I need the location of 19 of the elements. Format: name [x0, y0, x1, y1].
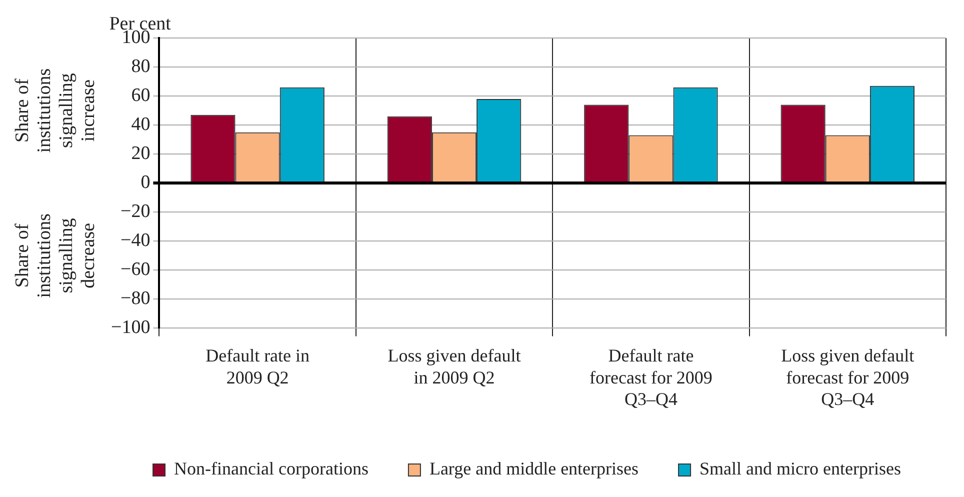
text: Share of institutions signalling increase — [12, 68, 99, 153]
y-tick-label: −100 — [110, 317, 150, 338]
x-tick-label: Loss given default in 2009 Q2 — [388, 346, 521, 388]
y-tick-label: −20 — [120, 201, 150, 222]
y-tick-label: 40 — [131, 114, 150, 136]
x-tick-label: Loss given default forecast for 2009 Q3–Q4 — [781, 346, 914, 409]
x-tick-label: Default rate forecast for 2009 Q3–Q4 — [589, 346, 712, 409]
y-tick-label: −40 — [120, 230, 150, 252]
x-tick-label: Default rate in 2009 Q2 — [206, 346, 310, 388]
y-tick-label: −80 — [120, 288, 150, 310]
legend-label: Large and middle enterprises — [429, 458, 639, 479]
y-tick-label: 0 — [140, 172, 150, 194]
legend-label: Small and micro enterprises — [700, 458, 901, 479]
y-tick-label: 80 — [131, 56, 150, 78]
text: Share of institutions signalling decrease — [12, 213, 99, 298]
legend-label: Non-financial corporations — [174, 458, 368, 479]
y-tick-label: 20 — [131, 143, 150, 164]
y-tick-label: 60 — [131, 85, 150, 106]
y-tick-label: −60 — [120, 259, 150, 280]
